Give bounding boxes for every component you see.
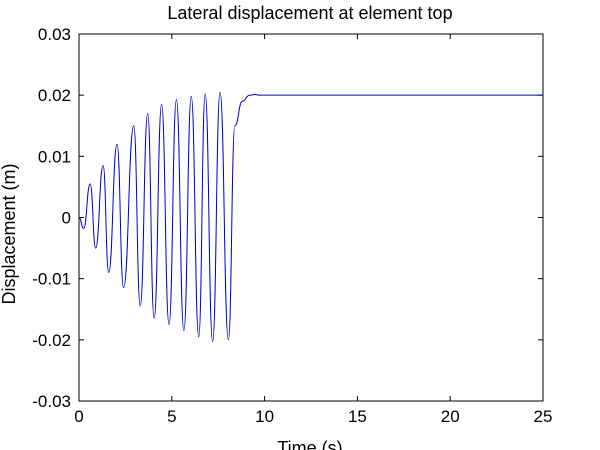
x-tick-label: 5 [167,407,176,426]
y-tick-label: 0 [62,209,71,228]
series-line [78,91,543,343]
y-tick-label: -0.02 [32,331,71,350]
y-tick-label: 0.03 [38,25,71,44]
y-tick-label: -0.03 [32,392,71,411]
y-axis-title: Displacement (m) [0,163,19,304]
y-tick-label: 0.02 [38,86,71,105]
plot-area: 0 5 10 15 20 25 0.03 0.02 0.01 0 -0.01 -0.02 -0.03 [32,25,552,426]
chart-title: Lateral displacement at element top [167,3,452,23]
x-tick-label: 0 [74,407,83,426]
x-tick-label: 15 [348,407,367,426]
x-tick-label: 10 [255,407,274,426]
x-axis-title: Time (s) [277,438,342,450]
plot-frame [78,33,544,402]
y-tick-label: -0.01 [32,270,71,289]
y-tick-label: 0.01 [38,147,71,166]
x-tick-label: 25 [534,407,553,426]
x-tick-label: 20 [441,407,460,426]
